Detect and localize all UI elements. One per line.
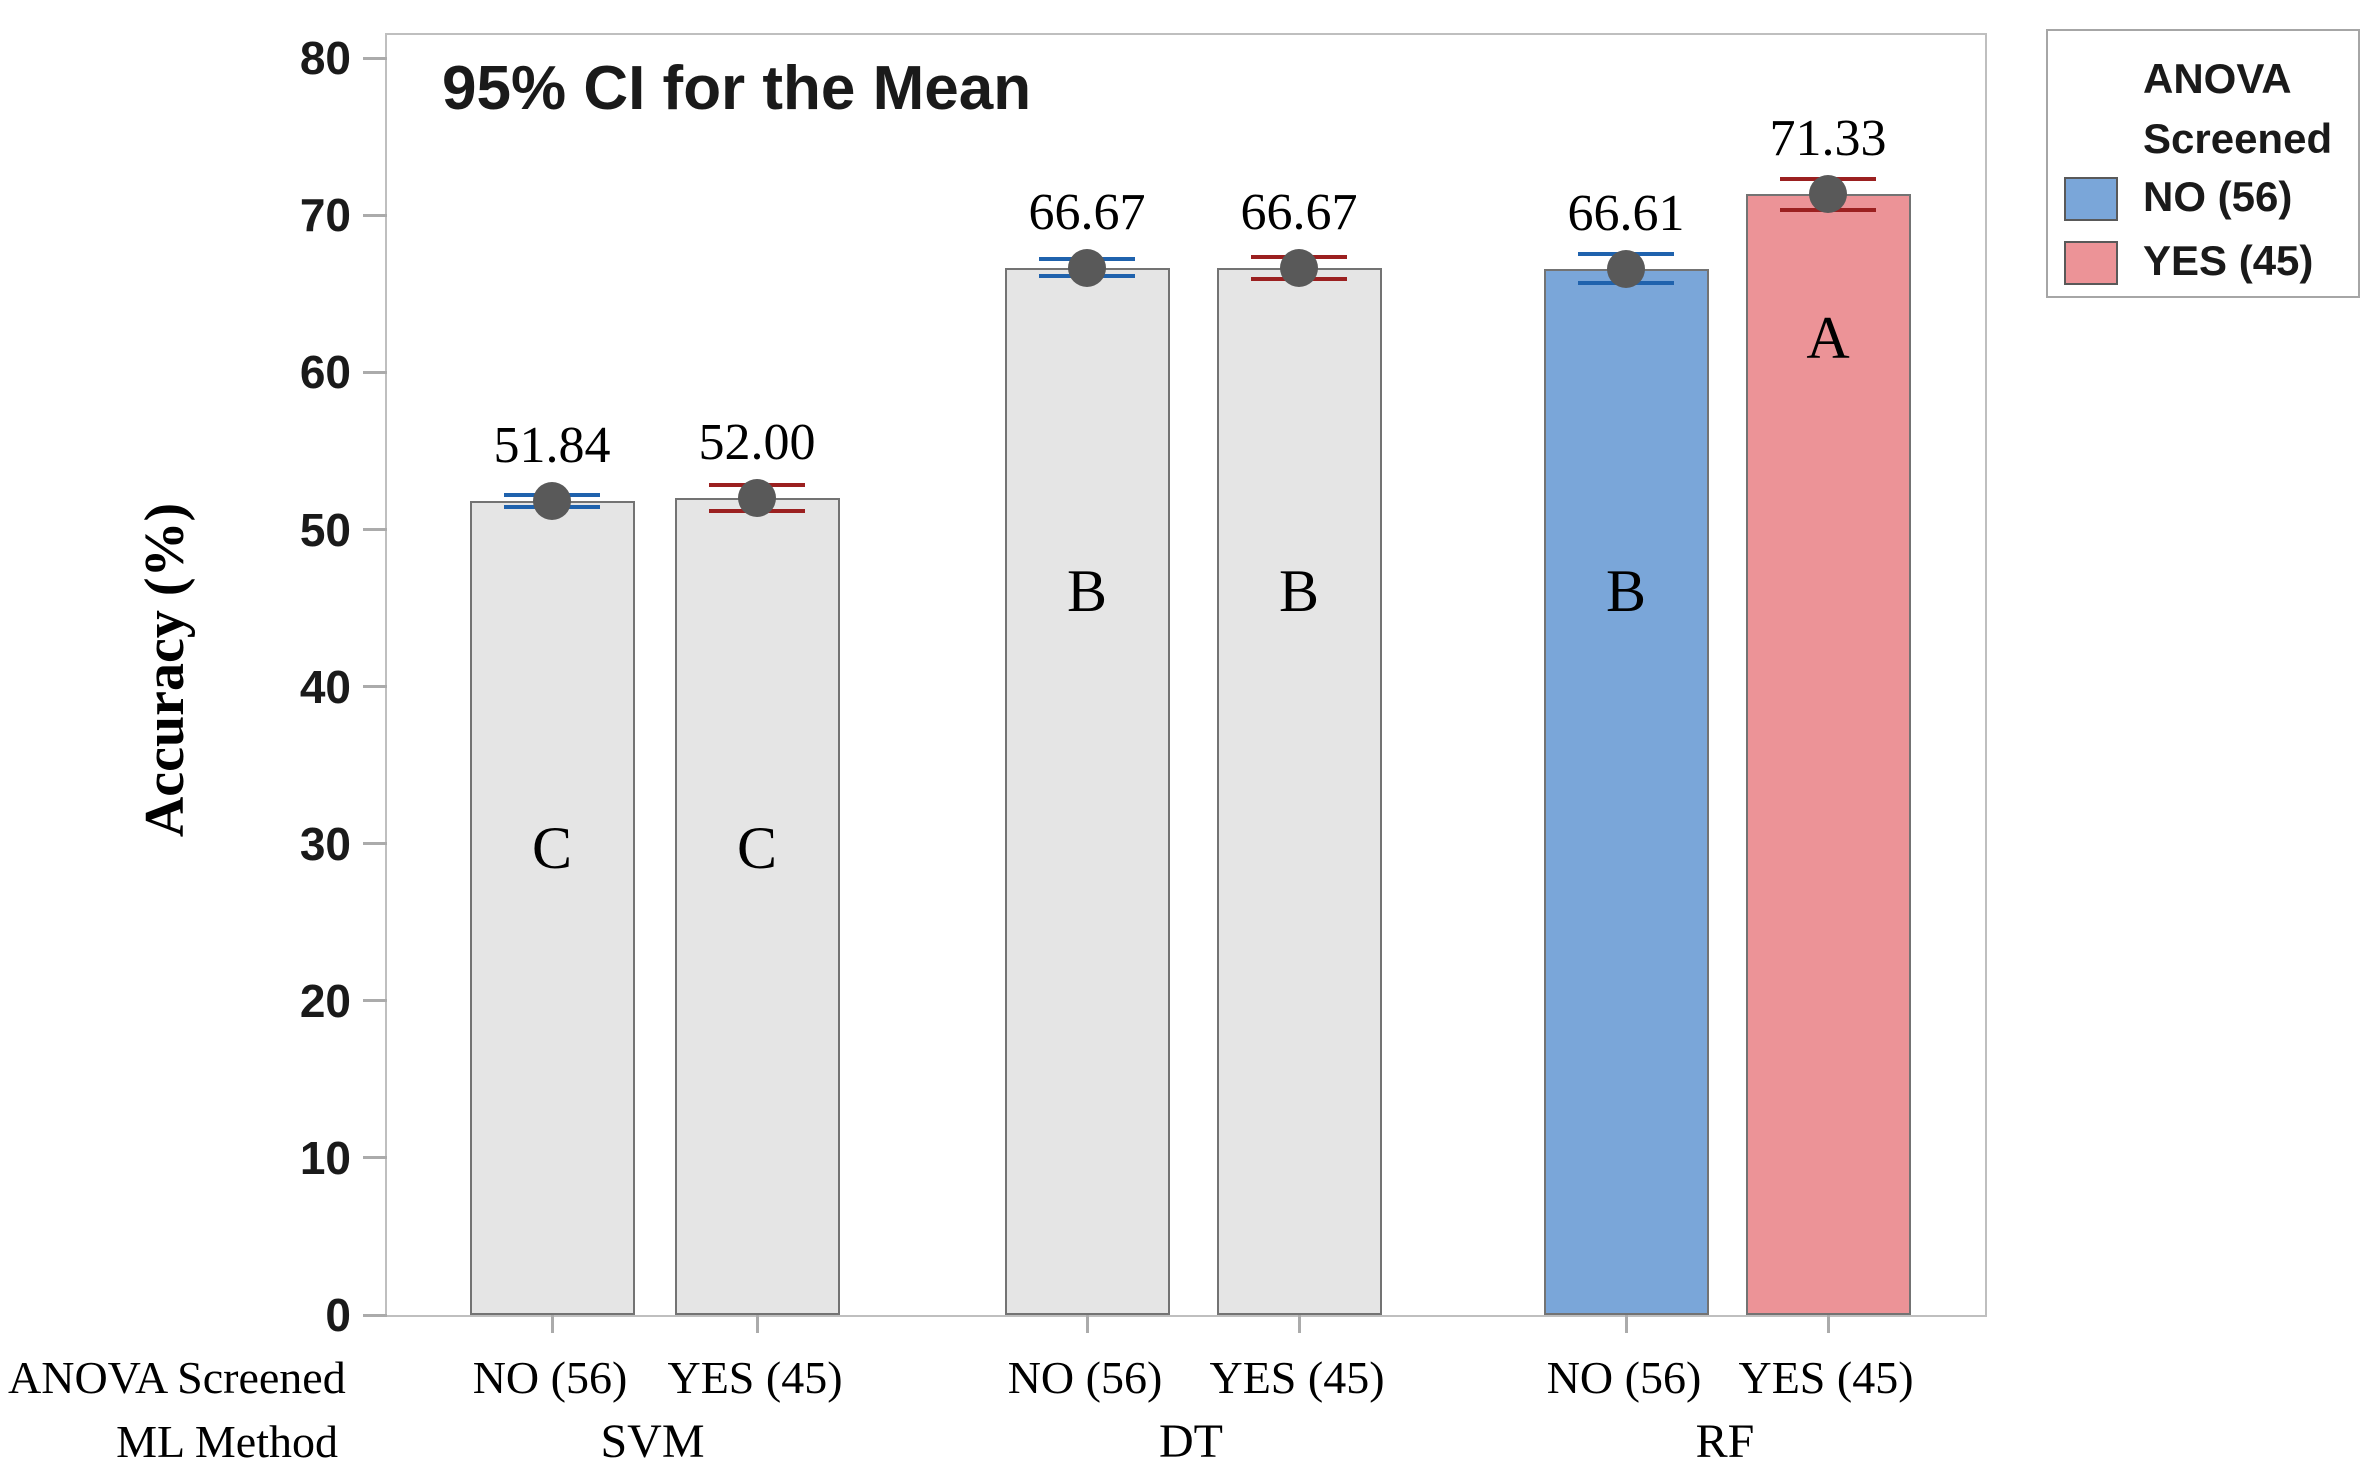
grouping-letter-label: C: [531, 815, 573, 882]
chart-title: 95% CI for the Mean: [442, 54, 1032, 123]
y-tick-mark: [363, 999, 387, 1003]
x-tick-mark: [1297, 1315, 1301, 1333]
y-tick-mark: [363, 685, 387, 689]
mean-marker: [533, 481, 571, 520]
y-tick-label: 10: [299, 1131, 351, 1184]
x-category-label: YES (45): [1738, 1352, 1914, 1403]
grouping-letter-label: C: [736, 815, 778, 882]
y-tick-mark: [363, 528, 387, 531]
grouping-letter-label: B: [1605, 557, 1647, 624]
grouping-letter-label: A: [1806, 304, 1850, 371]
x-category-label: NO (56): [472, 1352, 628, 1403]
x-group-label: RF: [1695, 1415, 1755, 1465]
y-tick-label: 80: [299, 32, 351, 85]
mean-marker: [1280, 248, 1318, 287]
mean-marker: [738, 479, 776, 518]
y-tick-label: 60: [299, 346, 351, 399]
x-category-label: YES (45): [667, 1352, 843, 1403]
y-tick-mark: [363, 56, 387, 60]
legend-swatch: [2064, 241, 2118, 285]
x-tick-mark: [1085, 1315, 1089, 1333]
bar-value-label: 71.33: [1769, 110, 1887, 168]
bar-value-label: 66.61: [1567, 184, 1685, 242]
x-tick-mark: [755, 1315, 759, 1333]
bar: [1004, 267, 1170, 1315]
y-tick-label: 40: [299, 660, 351, 713]
bar: [674, 498, 840, 1315]
y-tick-mark: [363, 1156, 387, 1160]
legend-title-line1: ANOVA: [2143, 55, 2292, 102]
legend-item-label: YES (45): [2143, 237, 2314, 284]
bar-value-label: 66.67: [1028, 183, 1146, 241]
bar: [1543, 268, 1709, 1315]
x-group-label: DT: [1159, 1415, 1223, 1465]
x-category-label: YES (45): [1209, 1352, 1385, 1403]
grouping-letter-label: B: [1278, 557, 1320, 624]
y-tick-label: 50: [299, 503, 351, 556]
legend-title-line2: Screened: [2143, 115, 2333, 162]
x-tick-mark: [550, 1315, 554, 1333]
y-axis-label: Accuracy (%): [134, 502, 196, 838]
x-tick-mark: [1826, 1315, 1830, 1333]
bar-value-label: 52.00: [698, 414, 816, 472]
y-tick-label: 20: [299, 974, 351, 1027]
y-tick-mark: [363, 1313, 387, 1317]
x-tick-mark: [1624, 1315, 1628, 1333]
y-tick-label: 0: [325, 1289, 351, 1341]
y-tick-label: 30: [299, 817, 351, 870]
mean-marker: [1068, 248, 1106, 287]
legend-swatch: [2064, 177, 2118, 221]
x-category-label: NO (56): [1546, 1352, 1702, 1403]
mean-marker: [1809, 175, 1847, 214]
bar-value-label: 51.84: [493, 416, 611, 474]
x-axis-row1-header: ANOVA Screened: [8, 1352, 346, 1403]
y-tick-mark: [363, 213, 387, 217]
y-tick-mark: [363, 370, 387, 374]
x-group-label: SVM: [600, 1415, 705, 1465]
x-axis-row2-header: ML Method: [116, 1416, 338, 1465]
bar: [1216, 267, 1382, 1315]
plot-area: 95% CI for the Mean 0 10 20 30 40 50 60 70 80 51…: [300, 32, 1987, 1341]
legend-item-label: NO (56): [2143, 173, 2293, 220]
bar-value-label: 66.67: [1240, 183, 1358, 241]
grouping-letter-label: B: [1066, 557, 1108, 624]
mean-marker: [1607, 249, 1645, 288]
x-category-label: NO (56): [1007, 1352, 1163, 1403]
y-tick-mark: [363, 842, 387, 846]
legend-box: ANOVA Screened NO (56) YES (45): [2046, 29, 2360, 298]
y-tick-label: 70: [299, 189, 351, 242]
bar: [469, 500, 635, 1315]
